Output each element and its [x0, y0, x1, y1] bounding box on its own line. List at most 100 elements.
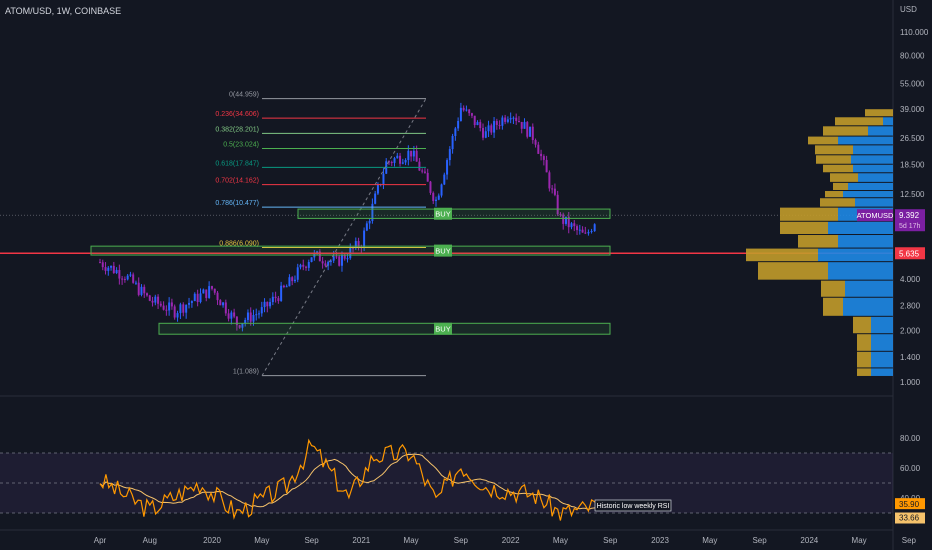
buy-label: BUY: [435, 210, 450, 219]
candle-body: [224, 302, 227, 314]
rsi-value-tag: 35.90: [899, 500, 920, 509]
buy-zone-box[interactable]: [90, 245, 611, 256]
candle-body: [129, 274, 132, 276]
candle-body: [202, 289, 205, 294]
candle-body: [435, 199, 437, 201]
vp-bar-down: [825, 191, 843, 198]
rsi-tag-bg: [895, 498, 925, 510]
candle-body: [368, 220, 371, 224]
vp-bar-down: [823, 164, 853, 173]
time-label: 2021: [352, 536, 370, 545]
vp-bar-up: [871, 316, 893, 334]
vp-bar-down: [758, 262, 828, 280]
candle-body: [230, 312, 233, 319]
rsi-line[interactable]: [99, 438, 599, 521]
candle-body: [260, 307, 263, 314]
candle-body: [570, 223, 573, 228]
price-axis[interactable]: USD 110.000 80.000 55.000 39.000 26.500 18.500…: [857, 5, 929, 524]
candle-body: [321, 261, 324, 264]
candle-body: [429, 181, 432, 193]
buy-zone-box[interactable]: [158, 322, 611, 335]
candle-body: [285, 286, 288, 288]
rsi-pane[interactable]: Historic low weekly RSI: [0, 438, 893, 521]
candle-body: [162, 305, 165, 310]
candle-body: [134, 282, 137, 284]
candle-body: [468, 109, 471, 114]
vp-bar-down: [821, 280, 845, 297]
candle-body: [332, 256, 335, 261]
vp-bar-down: [833, 182, 848, 191]
candle-body: [534, 140, 537, 145]
candle-body: [515, 117, 518, 121]
candle-body: [432, 192, 435, 201]
candle-body: [222, 302, 225, 306]
candle-body: [123, 278, 126, 280]
time-label: Sep: [902, 536, 917, 545]
time-label: May: [702, 536, 717, 545]
candle-body: [107, 267, 110, 271]
time-label: May: [553, 536, 568, 545]
candle-body: [567, 216, 570, 228]
candle-body: [551, 188, 554, 190]
candle-body: [327, 261, 330, 266]
candle-body: [110, 265, 113, 268]
vp-bar-down: [780, 207, 838, 221]
fibonacci-retracement[interactable]: 0(44.959) 0.236(34.606) 0.382(28.201) 0.5(2…: [215, 92, 427, 377]
candle-body: [390, 162, 393, 164]
candle-body: [343, 254, 346, 259]
vp-bar-up: [828, 262, 893, 280]
candle-body: [487, 125, 490, 132]
candle-body: [159, 303, 162, 306]
candle-body: [523, 122, 526, 129]
candle-body: [448, 149, 451, 161]
candle-body: [137, 282, 140, 295]
fib-level-label: 0.786(10.477): [215, 200, 259, 207]
candle-body: [412, 150, 415, 157]
candle-body: [211, 286, 213, 289]
candle-body: [562, 214, 565, 224]
buy-zones[interactable]: BUY BUY BUY: [90, 207, 611, 335]
candle-body: [363, 230, 366, 248]
price-label: 2.800: [900, 301, 921, 310]
current-price-tag: 9.392: [899, 211, 920, 220]
price-label: 39.000: [900, 105, 925, 114]
candle-body: [216, 292, 219, 301]
vp-bar-up: [843, 297, 893, 316]
countdown-tag: 5d 17h: [899, 223, 921, 230]
vp-bar-down: [746, 248, 818, 262]
candle-body: [404, 159, 407, 163]
vp-bar-up: [828, 221, 893, 235]
candle-body: [421, 170, 424, 172]
buy-zone-box[interactable]: [297, 208, 611, 219]
candle-body: [282, 285, 285, 287]
candle-body: [235, 316, 238, 326]
candle-body: [118, 270, 121, 279]
fib-level-label: 0.886(6.090): [219, 240, 259, 247]
buy-label: BUY: [435, 325, 450, 334]
candle-body: [274, 296, 277, 299]
price-tag-bg: [895, 209, 925, 232]
buy-label: BUY: [435, 247, 450, 256]
candle-body: [241, 323, 244, 328]
candle-body: [587, 232, 590, 234]
vp-bar-down: [857, 351, 871, 368]
vp-bar-up: [858, 173, 893, 182]
candle-body: [501, 117, 504, 126]
rsi-axis-label: 60.00: [900, 464, 921, 473]
annotation-box[interactable]: [594, 499, 672, 512]
candle-body: [140, 286, 143, 295]
candle-body: [280, 285, 283, 301]
candle-body: [371, 203, 374, 221]
candle-body: [196, 293, 199, 303]
candle-body: [310, 257, 313, 262]
candle-body: [437, 195, 440, 200]
vp-bar-up: [853, 145, 893, 155]
candle-body: [545, 159, 548, 173]
time-axis[interactable]: Apr Aug 2020 May Sep 2021 May Sep 2022 May Sep 2023…: [94, 536, 917, 545]
candle-body: [382, 173, 385, 185]
vp-bar-down: [798, 235, 838, 248]
candle-body: [126, 275, 129, 280]
buy-label-bg: [434, 322, 452, 335]
fib-level-label: 0.702(14.162): [215, 178, 259, 185]
